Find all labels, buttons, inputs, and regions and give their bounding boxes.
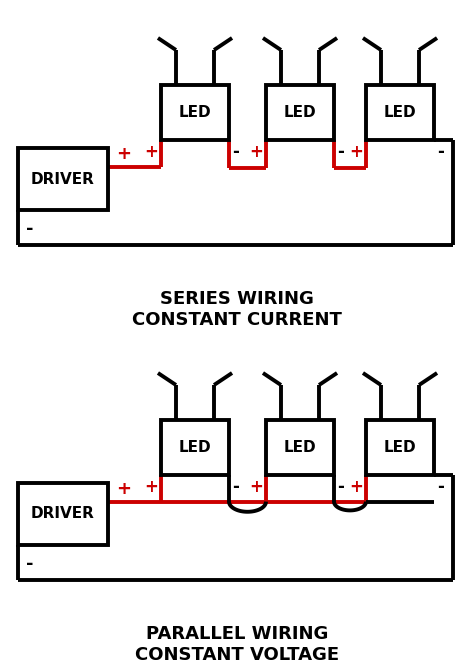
Bar [161,85,229,140]
Text: LED: LED [383,440,416,455]
Bar [366,85,434,140]
Text: LED: LED [383,105,416,120]
Text: DRIVER: DRIVER [31,507,95,521]
Text: +: + [144,143,158,161]
Text: +: + [144,478,158,496]
Bar [18,483,108,545]
Text: +: + [116,480,131,498]
Text: LED: LED [283,105,316,120]
Bar [366,420,434,475]
Text: -: - [437,143,444,161]
Bar [161,420,229,475]
Text: DRIVER: DRIVER [31,172,95,186]
Text: +: + [349,143,363,161]
Text: SERIES WIRING
CONSTANT CURRENT: SERIES WIRING CONSTANT CURRENT [132,290,342,329]
Text: +: + [116,145,131,163]
Text: -: - [337,143,344,161]
Text: -: - [437,478,444,496]
Text: PARALLEL WIRING
CONSTANT VOLTAGE: PARALLEL WIRING CONSTANT VOLTAGE [135,625,339,664]
Text: +: + [249,143,263,161]
Bar [266,420,334,475]
Bar [266,85,334,140]
Text: LED: LED [179,105,211,120]
Text: LED: LED [179,440,211,455]
Text: -: - [232,478,239,496]
Text: +: + [249,478,263,496]
Text: -: - [26,555,34,573]
Text: -: - [232,143,239,161]
Bar [18,148,108,210]
Text: LED: LED [283,440,316,455]
Text: -: - [26,220,34,238]
Text: -: - [337,478,344,496]
Text: +: + [349,478,363,496]
